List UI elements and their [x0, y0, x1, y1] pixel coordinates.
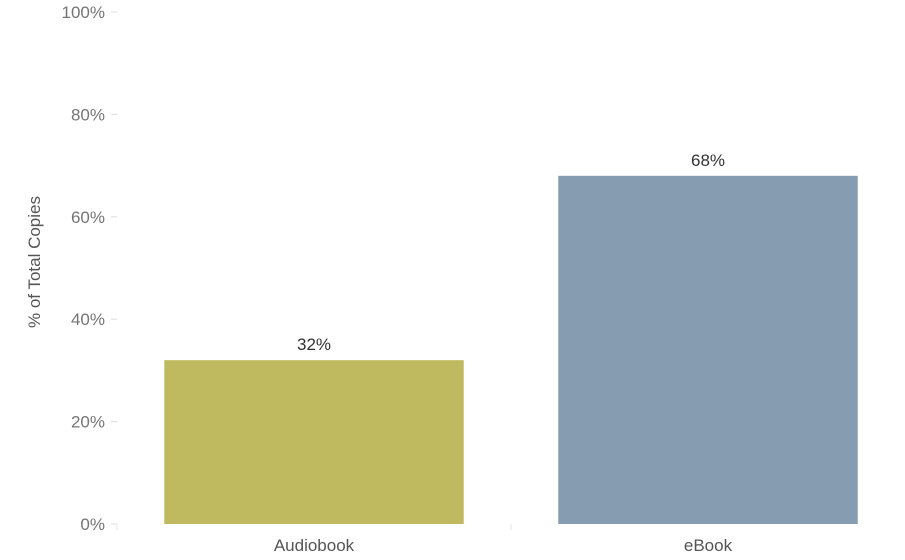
- y-tick-label: 60%: [71, 208, 105, 227]
- y-axis-title: % of Total Copies: [25, 196, 44, 328]
- y-tick-label: 100%: [62, 3, 105, 22]
- y-axis: 0% 20% 40% 60% 80% 100%: [62, 3, 117, 534]
- y-tick-label: 20%: [71, 413, 105, 432]
- y-tick-label: 80%: [71, 105, 105, 124]
- bars: [164, 175, 858, 524]
- x-tick-label: eBook: [684, 536, 733, 555]
- bar-audiobook: [164, 360, 464, 524]
- bar-ebook: [558, 175, 858, 524]
- x-tick-label: Audiobook: [274, 536, 355, 555]
- y-tick-label: 0%: [80, 515, 105, 534]
- value-labels: 32% 68%: [297, 151, 725, 354]
- data-label: 32%: [297, 335, 331, 354]
- data-label: 68%: [691, 151, 725, 170]
- y-tick-label: 40%: [71, 310, 105, 329]
- x-axis: Audiobook eBook: [116, 524, 733, 555]
